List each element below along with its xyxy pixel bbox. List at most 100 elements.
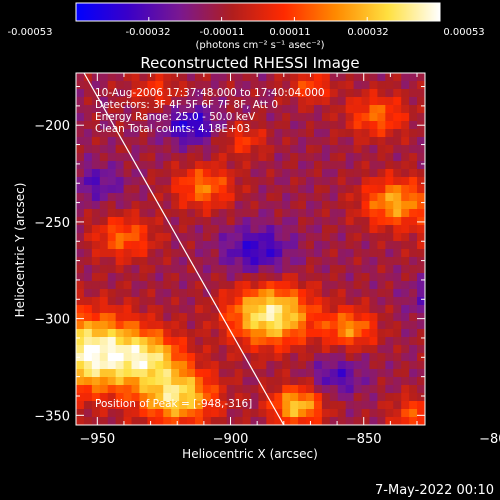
heatmap-cell — [179, 81, 188, 90]
heatmap-cell — [321, 89, 331, 98]
heatmap-cell — [147, 113, 156, 122]
heatmap-cell — [226, 217, 236, 226]
heatmap-cell — [147, 137, 156, 146]
heatmap-cell — [266, 385, 275, 394]
x-axis-label: Heliocentric X (arcsec) — [182, 447, 318, 461]
heatmap-cell — [83, 345, 93, 354]
heatmap-cell — [298, 209, 307, 218]
heatmap-cell — [242, 129, 252, 138]
heatmap-cell — [369, 273, 379, 282]
heatmap-cell — [131, 377, 141, 386]
heatmap-cell — [194, 105, 204, 114]
heatmap-cell — [337, 129, 347, 138]
heatmap-cell — [234, 409, 244, 418]
heatmap-cell — [377, 305, 386, 314]
heatmap-cell — [83, 193, 93, 202]
heatmap-cell — [306, 337, 315, 346]
heatmap-cell — [107, 185, 117, 194]
heatmap-cell — [377, 73, 386, 82]
heatmap-cell — [369, 225, 379, 234]
heatmap-cell — [321, 193, 331, 202]
heatmap-cell — [369, 321, 379, 330]
heatmap-cell — [234, 153, 244, 162]
heatmap-cell — [91, 401, 101, 410]
heatmap-cell — [258, 185, 267, 194]
heatmap-cell — [194, 417, 204, 425]
heatmap-cell — [76, 217, 85, 226]
heatmap-cell — [226, 321, 236, 330]
heatmap-cell — [321, 281, 331, 290]
heatmap-cell — [83, 105, 93, 114]
chart-title: Reconstructed RHESSI Image — [140, 54, 359, 72]
heatmap-cell — [282, 121, 291, 130]
heatmap-cell — [282, 129, 291, 138]
heatmap-cell — [210, 209, 220, 218]
heatmap-cell — [155, 401, 164, 410]
heatmap-cell — [179, 329, 188, 338]
heatmap-cell — [401, 249, 410, 258]
heatmap-cell — [139, 201, 148, 210]
heatmap-cell — [226, 225, 236, 234]
heatmap-cell — [139, 305, 148, 314]
heatmap-cell — [417, 217, 425, 226]
heatmap-cell — [226, 329, 236, 338]
heatmap-cell — [202, 393, 212, 402]
heatmap-cell — [369, 385, 379, 394]
heatmap-cell — [83, 297, 93, 306]
heatmap-cell — [337, 169, 347, 178]
heatmap-cell — [147, 329, 156, 338]
heatmap-cell — [234, 169, 244, 178]
heatmap-cell — [345, 145, 355, 154]
heatmap-cell — [242, 417, 252, 425]
heatmap-cell — [321, 121, 331, 130]
heatmap-cell — [83, 129, 93, 138]
heatmap-cell — [345, 313, 355, 322]
heatmap-cell — [377, 369, 386, 378]
heatmap-cell — [242, 353, 252, 362]
heatmap-cell — [345, 409, 355, 418]
heatmap-cell — [147, 417, 156, 425]
heatmap-cell — [91, 345, 101, 354]
heatmap-cell — [409, 137, 418, 146]
heatmap-cell — [91, 409, 101, 418]
heatmap-cell — [218, 161, 228, 170]
heatmap-cell — [171, 337, 180, 346]
heatmap-cell — [210, 353, 220, 362]
heatmap-cell — [337, 185, 347, 194]
heatmap-cell — [179, 273, 188, 282]
heatmap-cell — [218, 113, 228, 122]
heatmap-cell — [345, 209, 355, 218]
heatmap-cell — [210, 281, 220, 290]
heatmap-cell — [393, 353, 402, 362]
heatmap-cell — [91, 353, 101, 362]
heatmap-cell — [377, 105, 386, 114]
heatmap-cell — [155, 233, 164, 242]
heatmap-cell — [385, 81, 394, 90]
heatmap-cell — [258, 305, 267, 314]
heatmap-cell — [345, 217, 355, 226]
heatmap-cell — [290, 401, 299, 410]
heatmap-cell — [329, 409, 339, 418]
heatmap-cell — [76, 113, 85, 122]
heatmap-cell — [361, 265, 371, 274]
heatmap-cell — [258, 153, 267, 162]
heatmap-cell — [290, 305, 299, 314]
heatmap-cell — [187, 193, 196, 202]
heatmap-cell — [306, 377, 315, 386]
heatmap-cell — [202, 129, 212, 138]
heatmap-cell — [147, 353, 156, 362]
heatmap-cell — [266, 121, 275, 130]
heatmap-cell — [377, 409, 386, 418]
heatmap-cell — [401, 297, 410, 306]
heatmap-cell — [377, 417, 386, 425]
heatmap-cell — [337, 265, 347, 274]
heatmap-cell — [107, 97, 117, 106]
heatmap-cell — [409, 401, 418, 410]
heatmap-cell — [155, 353, 164, 362]
heatmap-cell — [417, 361, 425, 370]
heatmap-cell — [313, 329, 323, 338]
heatmap-cell — [282, 273, 291, 282]
heatmap-cell — [234, 129, 244, 138]
heatmap-cell — [202, 201, 212, 210]
heatmap-cell — [369, 241, 379, 250]
